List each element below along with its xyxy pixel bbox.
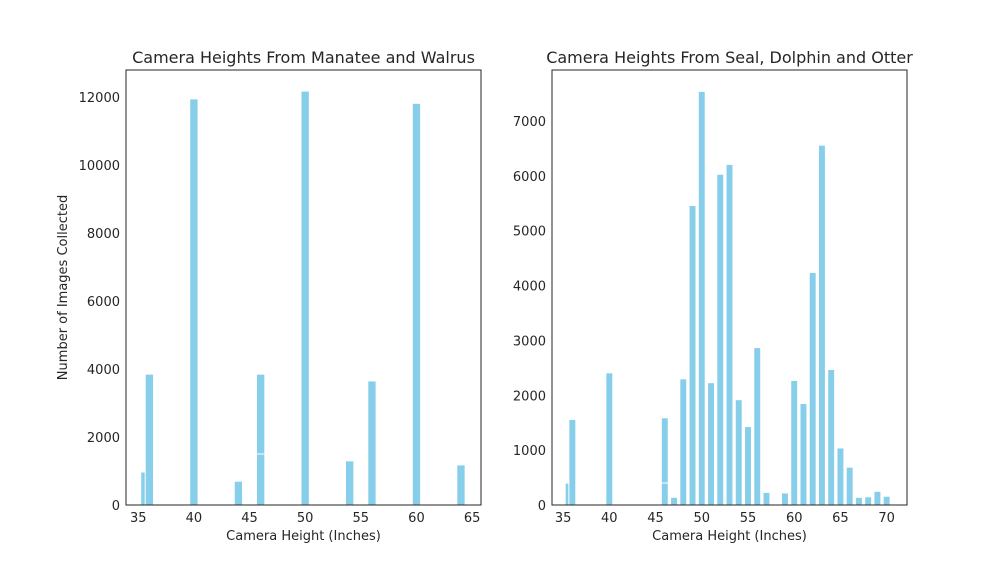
- bar: [189, 98, 199, 506]
- bar: [753, 347, 762, 506]
- bar: [233, 480, 244, 506]
- x-tick-label: 65: [464, 511, 481, 526]
- bar: [799, 403, 808, 506]
- y-tick-label: 4000: [87, 363, 120, 378]
- y-tick-label: 10000: [79, 159, 120, 174]
- bar: [744, 426, 752, 506]
- x-tick-label: 45: [647, 511, 664, 526]
- bar: [300, 90, 310, 506]
- y-tick-label: 7000: [513, 115, 546, 130]
- x-axis-label: Camera Height (Inches): [652, 529, 807, 544]
- y-tick-label: 12000: [79, 91, 120, 106]
- y-tick-label: 2000: [87, 431, 120, 446]
- y-tick-label: 0: [538, 499, 546, 514]
- x-axis-label: Camera Height (Inches): [226, 529, 381, 544]
- x-tick-label: 35: [555, 511, 572, 526]
- y-tick-label: 2000: [513, 389, 546, 404]
- bar: [697, 90, 706, 506]
- y-tick-label: 1000: [513, 444, 546, 459]
- y-tick-label: 6000: [513, 170, 546, 185]
- x-tick-label: 65: [832, 511, 849, 526]
- x-tick-label: 40: [601, 511, 618, 526]
- bar: [734, 399, 743, 506]
- bar: [827, 369, 836, 506]
- x-tick-label: 55: [353, 511, 370, 526]
- bar: [679, 378, 688, 506]
- bar: [817, 144, 826, 506]
- x-tick-label: 50: [297, 511, 314, 526]
- x-tick-label: 70: [878, 511, 895, 526]
- bar: [854, 496, 863, 506]
- bar: [688, 204, 697, 506]
- bar: [707, 382, 715, 506]
- bar: [456, 464, 466, 506]
- y-tick-label: 3000: [513, 334, 546, 349]
- x-tick-label: 50: [693, 511, 710, 526]
- bar: [144, 373, 155, 506]
- y-tick-label: 4000: [513, 280, 546, 295]
- y-tick-label: 5000: [513, 225, 546, 240]
- bar: [836, 447, 845, 506]
- axes-frame: [551, 69, 908, 506]
- bar: [725, 163, 734, 506]
- x-tick-label: 35: [130, 511, 147, 526]
- y-axis-label: Number of Images Collected: [56, 195, 71, 380]
- bar: [411, 102, 422, 506]
- x-tick-label: 40: [186, 511, 203, 526]
- bar: [873, 490, 882, 506]
- bar: [882, 495, 891, 506]
- bar: [781, 492, 789, 506]
- x-tick-label: 55: [740, 511, 757, 526]
- bar: [864, 496, 873, 506]
- bar: [790, 379, 799, 506]
- axes-frame: [125, 69, 482, 506]
- bar: [605, 372, 614, 506]
- chart-title: Camera Heights From Seal, Dolphin and Ot…: [546, 48, 913, 67]
- x-tick-label: 60: [786, 511, 803, 526]
- bar: [762, 491, 771, 506]
- y-tick-label: 6000: [87, 295, 120, 310]
- bar: [845, 466, 854, 506]
- bar: [255, 453, 266, 506]
- bar: [670, 496, 678, 506]
- bar: [568, 418, 577, 506]
- bar: [808, 271, 817, 506]
- bar: [345, 460, 355, 506]
- y-tick-label: 8000: [87, 227, 120, 242]
- bar: [367, 380, 377, 506]
- chart-title: Camera Heights From Manatee and Walrus: [132, 48, 475, 67]
- y-tick-label: 0: [112, 499, 120, 514]
- bar: [660, 482, 669, 506]
- x-tick-label: 45: [241, 511, 258, 526]
- x-tick-label: 60: [408, 511, 425, 526]
- bar: [716, 173, 725, 506]
